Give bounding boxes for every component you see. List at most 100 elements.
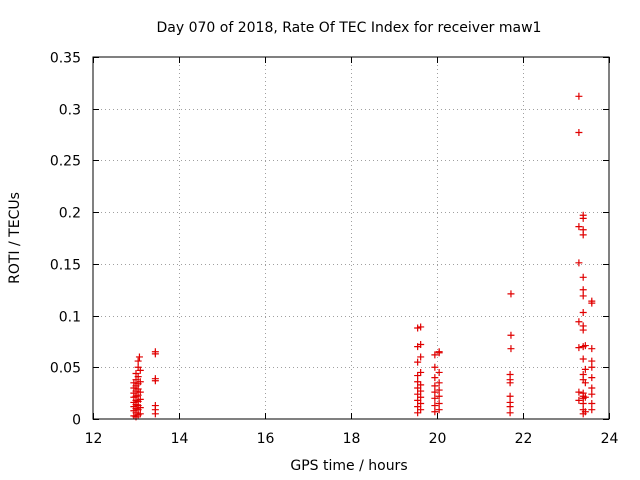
data-point — [575, 396, 583, 404]
data-point — [134, 357, 142, 365]
data-points — [130, 92, 596, 421]
data-point — [581, 379, 589, 387]
data-point — [579, 355, 587, 363]
data-point — [575, 344, 583, 352]
data-point — [588, 357, 596, 365]
data-point — [414, 378, 422, 386]
y-tick-label: 0.2 — [59, 206, 81, 222]
data-point — [417, 323, 425, 331]
data-point — [575, 129, 583, 137]
data-point — [581, 365, 589, 373]
data-point — [588, 363, 596, 371]
data-point — [588, 390, 596, 398]
data-point — [136, 366, 144, 374]
x-axis-label: GPS time / hours — [290, 458, 407, 474]
data-point — [151, 375, 159, 383]
data-point — [579, 211, 587, 219]
data-point — [151, 348, 159, 356]
data-point — [435, 379, 443, 387]
data-point — [431, 351, 439, 359]
data-point — [579, 226, 587, 234]
data-point — [417, 368, 425, 376]
data-point — [431, 394, 439, 402]
x-tick-label: 24 — [601, 431, 619, 447]
data-point — [575, 388, 583, 396]
data-point — [507, 331, 515, 339]
data-point — [136, 395, 144, 403]
y-tick-label: 0.35 — [50, 51, 81, 67]
data-point — [579, 308, 587, 316]
data-point — [506, 371, 514, 379]
chart-title: Day 070 of 2018, Rate Of TEC Index for r… — [157, 20, 542, 36]
data-point — [431, 408, 439, 416]
data-point — [417, 387, 425, 395]
data-point — [414, 403, 422, 411]
data-point — [414, 358, 422, 366]
data-point — [431, 402, 439, 410]
data-point — [417, 393, 425, 401]
data-point — [135, 353, 143, 361]
x-tick-label: 12 — [85, 431, 103, 447]
data-point — [588, 406, 596, 414]
data-point — [579, 273, 587, 281]
data-point — [575, 259, 583, 267]
data-point — [435, 399, 443, 407]
data-point — [136, 388, 144, 396]
x-tick-labels: 12 14 16 18 20 22 24 — [85, 431, 619, 447]
x-tick-label: 20 — [429, 431, 447, 447]
x-tick-label: 22 — [515, 431, 533, 447]
y-tick-label: 0 — [72, 413, 81, 429]
x-tick-label: 16 — [257, 431, 275, 447]
data-point — [581, 408, 589, 416]
data-point — [581, 393, 589, 401]
data-point — [588, 399, 596, 407]
plot-frame — [92, 56, 610, 420]
data-point — [435, 348, 443, 356]
data-point — [588, 384, 596, 392]
data-point — [136, 410, 144, 418]
data-point — [431, 374, 439, 382]
data-point — [417, 353, 425, 361]
data-point — [417, 381, 425, 389]
data-point — [507, 345, 515, 353]
x-tick-label: 14 — [171, 431, 189, 447]
data-point — [506, 409, 514, 417]
data-point — [136, 404, 144, 412]
data-point — [506, 392, 514, 400]
y-tick-label: 0.1 — [59, 310, 81, 326]
data-point — [435, 386, 443, 394]
data-point — [435, 406, 443, 414]
x-tick-label: 18 — [343, 431, 361, 447]
data-point — [579, 322, 587, 330]
data-point — [417, 341, 425, 349]
y-axis-label: ROTI / TECUs — [7, 192, 23, 284]
grid-lines — [93, 57, 609, 419]
data-point — [136, 378, 144, 386]
data-point — [431, 363, 439, 371]
data-point — [417, 406, 425, 414]
data-point — [435, 368, 443, 376]
data-point — [588, 374, 596, 382]
data-point — [435, 392, 443, 400]
data-point — [581, 342, 589, 350]
data-point — [414, 372, 422, 380]
y-tick-label: 0.25 — [50, 154, 81, 170]
data-point — [588, 297, 596, 305]
data-point — [579, 389, 587, 397]
data-point — [575, 318, 583, 326]
data-point — [431, 388, 439, 396]
data-point — [431, 382, 439, 390]
data-point — [414, 324, 422, 332]
data-point — [414, 384, 422, 392]
data-point — [579, 286, 587, 294]
data-point — [506, 398, 514, 406]
y-tick-label: 0.05 — [50, 361, 81, 377]
data-point — [414, 390, 422, 398]
data-point — [579, 371, 587, 379]
data-point — [151, 402, 159, 410]
data-point — [414, 409, 422, 417]
data-point — [588, 345, 596, 353]
data-point — [575, 92, 583, 100]
